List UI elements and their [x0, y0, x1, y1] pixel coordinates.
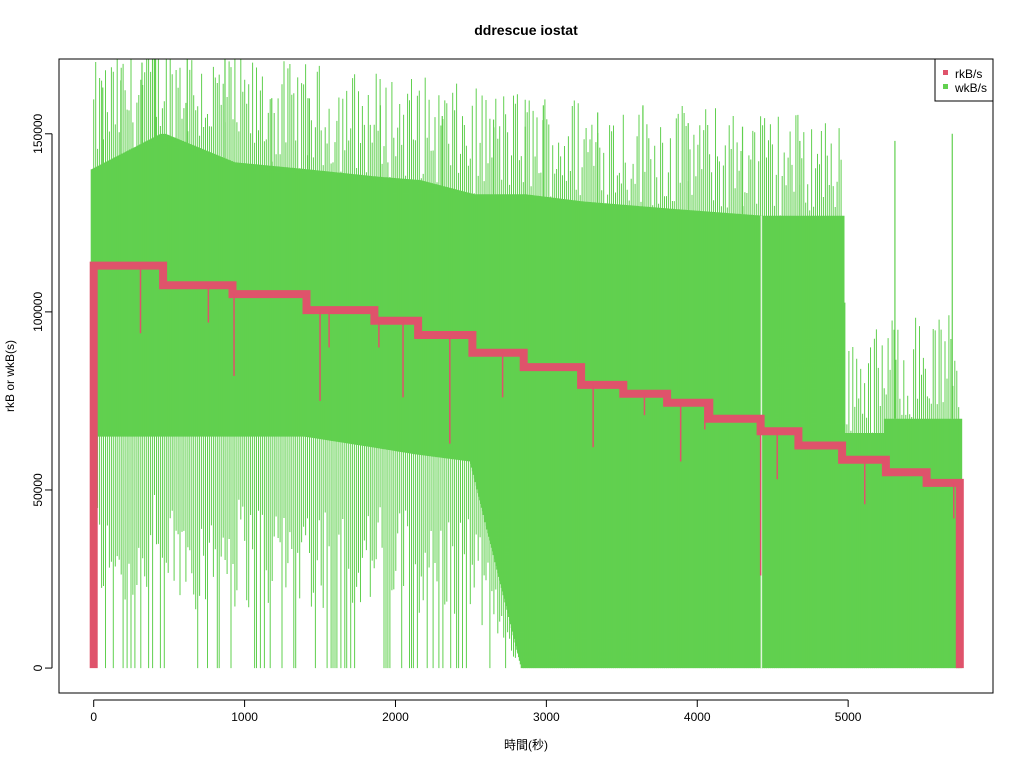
y-tick-label: 100000 — [31, 292, 45, 332]
rkb-step-line — [89, 261, 964, 669]
legend-label: wkB/s — [954, 81, 987, 95]
plot-frame — [58, 58, 994, 694]
legend-label: rkB/s — [955, 67, 982, 81]
plot-area — [89, 59, 964, 669]
x-tick-label: 4000 — [684, 710, 711, 724]
x-tick-label: 5000 — [835, 710, 862, 724]
x-tick-label: 1000 — [231, 710, 258, 724]
y-tick-label: 50000 — [31, 473, 45, 507]
rkb-series — [89, 261, 964, 669]
chart-title: ddrescue iostat — [474, 22, 578, 38]
legend-swatch — [943, 70, 948, 75]
x-tick-label: 0 — [90, 710, 97, 724]
x-tick-label: 2000 — [382, 710, 409, 724]
y-tick-label: 150000 — [31, 113, 45, 153]
legend-swatch — [943, 84, 948, 89]
x-axis-label: 時間(秒) — [504, 738, 548, 752]
x-tick-label: 3000 — [533, 710, 560, 724]
legend-box — [934, 58, 994, 102]
y-axis-label: rkB or wkB(s) — [3, 340, 17, 412]
y-tick-label: 0 — [31, 664, 45, 671]
